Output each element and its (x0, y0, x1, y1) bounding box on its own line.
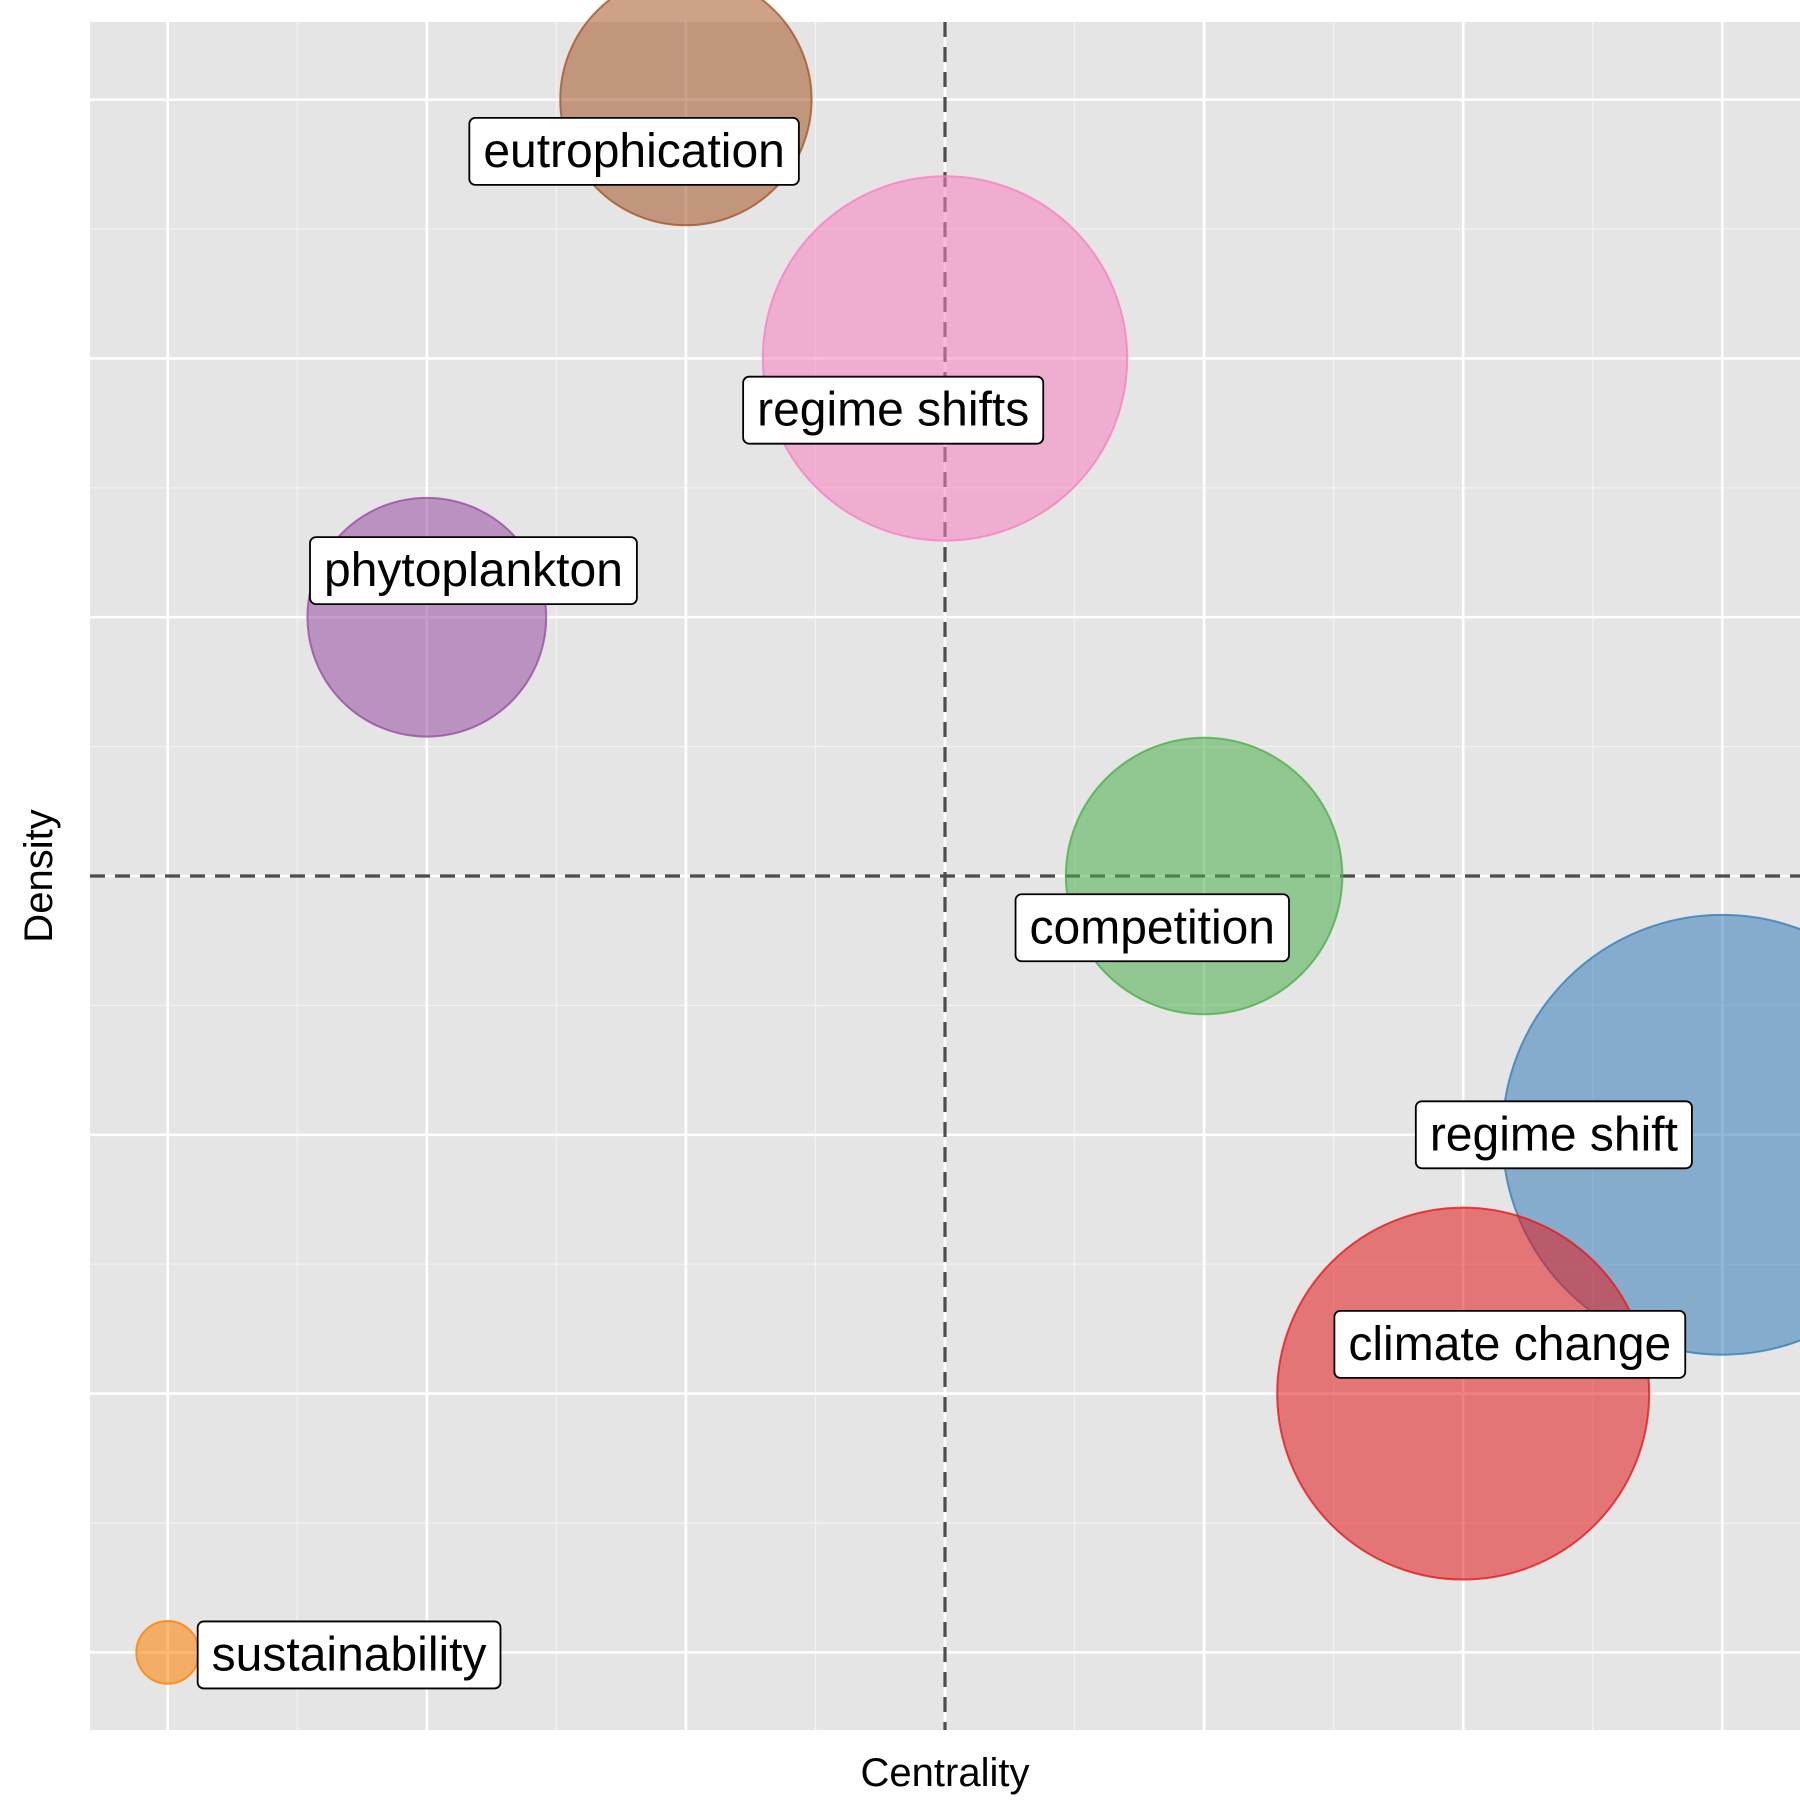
label-sustainability: sustainability (196, 1620, 502, 1690)
y-axis-title: Density (17, 809, 61, 942)
bubble-climate-change (1276, 1206, 1651, 1581)
label-text: climate change (1348, 1318, 1671, 1371)
label-phytoplankton: phytoplankton (309, 536, 638, 606)
label-text: sustainability (212, 1628, 487, 1681)
bubble-phytoplankton (306, 496, 548, 738)
label-competition: competition (1014, 893, 1290, 963)
label-box (1333, 1310, 1687, 1379)
label-text: eutrophication (483, 125, 785, 178)
label-box (468, 116, 800, 186)
label-box (309, 536, 638, 606)
label-text: regime shifts (757, 384, 1029, 437)
label-regime-shift: regime shift (1414, 1100, 1693, 1170)
label-box (1014, 893, 1290, 963)
label-box (196, 1620, 502, 1690)
bubble-labels: eutrophication regime shifts phytoplankton… (196, 116, 1693, 1690)
label-text: phytoplankton (324, 544, 623, 597)
bubble-sustainability (135, 1619, 201, 1685)
label-text: regime shift (1430, 1108, 1678, 1161)
x-axis-title: Centrality (861, 1751, 1030, 1795)
label-text: competition (1030, 901, 1275, 954)
bubble-regime-shifts (761, 175, 1129, 542)
label-climate-change: climate change (1333, 1310, 1687, 1379)
label-eutrophication: eutrophication (468, 116, 800, 186)
label-regime-shifts: regime shifts (742, 375, 1045, 445)
label-box (742, 375, 1045, 445)
label-box (1414, 1100, 1693, 1170)
bubble-competition (1064, 736, 1344, 1016)
